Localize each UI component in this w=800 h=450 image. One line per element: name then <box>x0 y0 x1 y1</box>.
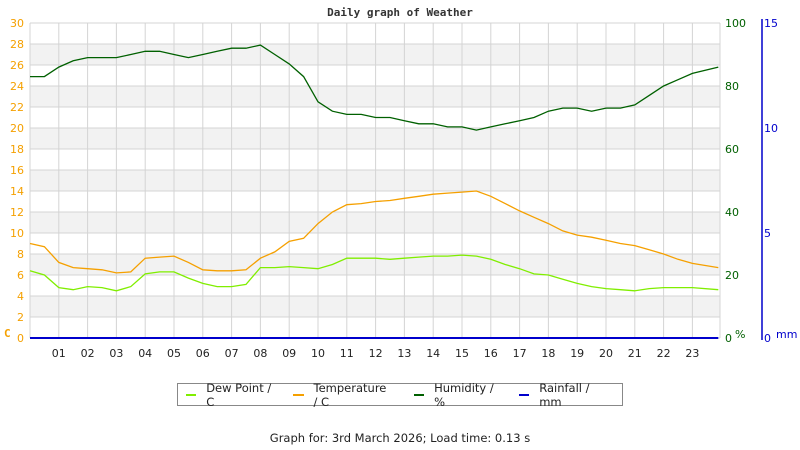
svg-text:01: 01 <box>52 347 66 360</box>
svg-text:21: 21 <box>628 347 642 360</box>
svg-text:%: % <box>735 328 745 341</box>
svg-text:08: 08 <box>253 347 267 360</box>
svg-text:0: 0 <box>17 332 24 345</box>
footer-status: Graph for: 3rd March 2026; Load time: 0.… <box>269 431 531 445</box>
svg-text:60: 60 <box>725 143 739 156</box>
svg-text:10: 10 <box>311 347 325 360</box>
svg-text:14: 14 <box>10 185 24 198</box>
svg-text:17: 17 <box>513 347 527 360</box>
svg-text:04: 04 <box>138 347 152 360</box>
svg-text:2: 2 <box>17 311 24 324</box>
svg-text:10: 10 <box>10 227 24 240</box>
svg-text:mm: mm <box>776 328 797 341</box>
legend: Dew Point / C Temperature / C Humidity /… <box>177 381 623 409</box>
svg-text:20: 20 <box>725 269 739 282</box>
svg-text:100: 100 <box>725 17 746 30</box>
svg-text:09: 09 <box>282 347 296 360</box>
svg-text:30: 30 <box>10 17 24 30</box>
svg-text:40: 40 <box>725 206 739 219</box>
svg-text:20: 20 <box>10 122 24 135</box>
svg-text:18: 18 <box>10 143 24 156</box>
svg-text:07: 07 <box>225 347 239 360</box>
svg-text:13: 13 <box>397 347 411 360</box>
svg-text:5: 5 <box>764 227 771 240</box>
svg-text:10: 10 <box>764 122 778 135</box>
svg-text:4: 4 <box>17 290 24 303</box>
svg-text:05: 05 <box>167 347 181 360</box>
svg-text:02: 02 <box>81 347 95 360</box>
svg-text:16: 16 <box>10 164 24 177</box>
svg-text:C: C <box>4 327 11 340</box>
svg-text:12: 12 <box>10 206 24 219</box>
svg-text:22: 22 <box>10 101 24 114</box>
legend-rainfall: Rainfall / mm <box>515 381 604 409</box>
legend-dewpoint: Dew Point / C <box>182 381 271 409</box>
svg-text:16: 16 <box>484 347 498 360</box>
legend-temperature: Temperature / C <box>289 381 392 409</box>
svg-text:28: 28 <box>10 38 24 51</box>
svg-text:11: 11 <box>340 347 354 360</box>
svg-text:0: 0 <box>764 332 771 345</box>
dewpoint-swatch <box>186 393 197 396</box>
svg-text:80: 80 <box>725 80 739 93</box>
svg-text:0: 0 <box>725 332 732 345</box>
temperature-swatch <box>293 393 304 396</box>
svg-text:18: 18 <box>541 347 555 360</box>
humidity-swatch <box>413 393 425 396</box>
svg-text:15: 15 <box>455 347 469 360</box>
legend-humidity: Humidity / % <box>410 381 497 409</box>
svg-text:24: 24 <box>10 80 24 93</box>
chart-title: Daily graph of Weather <box>327 6 473 19</box>
svg-text:6: 6 <box>17 269 24 282</box>
svg-text:8: 8 <box>17 248 24 261</box>
svg-text:06: 06 <box>196 347 210 360</box>
svg-text:23: 23 <box>685 347 699 360</box>
svg-text:20: 20 <box>599 347 613 360</box>
svg-text:22: 22 <box>657 347 671 360</box>
svg-text:03: 03 <box>109 347 123 360</box>
svg-text:14: 14 <box>426 347 440 360</box>
svg-text:26: 26 <box>10 59 24 72</box>
svg-text:15: 15 <box>764 17 778 30</box>
svg-text:19: 19 <box>570 347 584 360</box>
svg-text:12: 12 <box>369 347 383 360</box>
rainfall-swatch <box>519 393 530 396</box>
